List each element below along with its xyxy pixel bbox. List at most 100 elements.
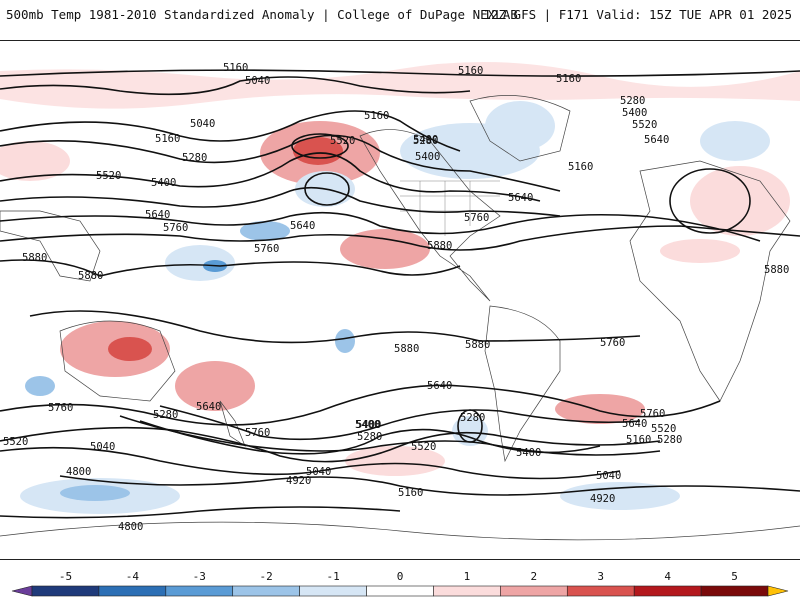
colorbar-tick-label: -4: [126, 570, 140, 583]
height-label: 5520: [651, 423, 676, 435]
height-label: 5640: [145, 209, 170, 221]
cool-anomaly-antarctic-east: [560, 482, 680, 510]
cool-anomaly-antarctic-core: [60, 485, 130, 501]
height-label: 5640: [508, 192, 533, 204]
contour-5520-alaska-low: [291, 133, 349, 159]
colorbar-tick-label: 4: [664, 570, 671, 583]
height-label: 5280: [620, 95, 645, 107]
height-label: 5160: [556, 73, 581, 85]
height-label: 5520: [96, 170, 121, 182]
height-label: 4800: [118, 521, 143, 533]
height-label: 5280: [460, 412, 485, 424]
cool-anomaly-south-atlantic: [452, 416, 488, 446]
contour-5760-south: [0, 384, 721, 426]
height-label: 5400: [355, 419, 380, 431]
contour-5040-north: [0, 76, 471, 96]
height-label: 5640: [427, 380, 452, 392]
height-label: 5040: [190, 118, 215, 130]
height-label: 5400: [622, 107, 647, 119]
colorbar-tick-label: -5: [59, 570, 72, 583]
warm-anomaly-tasman: [175, 361, 255, 411]
coastline-europe-africa: [629, 160, 791, 402]
contour-5880-subtropics: [0, 259, 461, 277]
colorbar-tick-label: 1: [464, 570, 471, 583]
contour-5640-south: [159, 405, 641, 441]
colorbar-swatch: [98, 585, 167, 597]
height-label: 4920: [590, 493, 615, 505]
anomaly-colorbar: -5 -4 -3 -2 -1 0 1 2 3 4 5: [0, 558, 800, 600]
height-label: 5640: [290, 220, 315, 232]
cool-anomaly-tropical-pacific: [335, 329, 355, 353]
strong-warm-anomaly-australia: [108, 337, 152, 361]
height-label: 5760: [254, 243, 279, 255]
height-label: 5880: [22, 252, 47, 264]
height-label: 5760: [48, 402, 73, 414]
colorbar-swatch: [366, 585, 434, 597]
contour-5400-pacific: [0, 152, 541, 202]
cool-anomaly-greenland: [485, 101, 555, 151]
height-label: 5160: [398, 487, 423, 499]
height-label: 5760: [600, 337, 625, 349]
height-label: 5640: [196, 401, 221, 413]
height-label: 5880: [764, 264, 789, 276]
height-label: 5040: [245, 75, 270, 87]
colorbar-tick-label: 0: [397, 570, 404, 583]
contour-labels: 5160 5040 5160 5160 5040 5160 5160 5280 …: [3, 62, 789, 533]
strong-warm-anomaly-alaska: [293, 137, 343, 165]
warm-anomaly-europe: [690, 166, 790, 236]
cool-anomaly-west-pacific: [165, 245, 235, 281]
colorbar-swatch: [299, 585, 367, 597]
height-label: 5280: [413, 135, 438, 147]
height-label: 5400: [356, 419, 381, 431]
colorbar-svg: -5 -4 -3 -2 -1 0 1 2 3 4 5: [11, 570, 789, 597]
map-canvas: 5160 5040 5160 5160 5040 5160 5160 5280 …: [0, 61, 800, 541]
height-label: 5280: [182, 152, 207, 164]
height-label: 5280: [657, 434, 682, 446]
warm-anomaly-south-atlantic: [555, 394, 645, 424]
colorbar-swatch: [700, 585, 769, 597]
height-label: 5280: [357, 431, 382, 443]
warm-anomaly-southern-ocean: [345, 446, 445, 476]
height-label: 5880: [394, 343, 419, 355]
contour-5040-south: [0, 446, 621, 480]
colorbar-tick-label: -1: [326, 570, 339, 583]
height-label: 4920: [286, 475, 311, 487]
contour-5280-south: [119, 415, 661, 456]
height-label: 5160: [626, 434, 651, 446]
contour-4920-south: [59, 475, 800, 496]
contour-5160-pacific: [0, 110, 461, 152]
contour-5640-pacific: [0, 211, 761, 242]
height-label: 5520: [3, 436, 28, 448]
contour-5520-pacific: [0, 186, 561, 217]
coastline-asia: [0, 210, 101, 282]
us-state-grid: [400, 180, 500, 236]
anomaly-map[interactable]: 5160 5040 5160 5160 5040 5160 5160 5280 …: [0, 40, 800, 560]
height-contours: [0, 69, 800, 519]
height-label: 5040: [306, 466, 331, 478]
cool-anomaly-central-pacific: [240, 221, 290, 241]
coastline-antarctica: [0, 521, 800, 541]
contour-5760-europe-low: [669, 168, 751, 234]
colorbar-swatch: [31, 585, 100, 597]
contour-4800-south: [0, 506, 401, 519]
height-label: 5160: [155, 133, 180, 145]
height-label: 5400: [413, 134, 438, 146]
height-label: 5760: [640, 408, 665, 420]
height-label: 5520: [411, 441, 436, 453]
contour-5280-pacific: [0, 134, 561, 192]
height-label: 5880: [465, 339, 490, 351]
height-label: 5520: [330, 135, 355, 147]
colorbar-tick-label: 5: [731, 570, 738, 583]
height-label: 5040: [90, 441, 115, 453]
height-label: 5640: [644, 134, 669, 146]
colorbar-tick-label: -2: [260, 570, 273, 583]
cool-anomaly-europe: [700, 121, 770, 161]
colorbar-tick-label: 3: [597, 570, 604, 583]
colorbar-swatch: [433, 585, 501, 597]
warm-anomaly-east-asia: [0, 141, 70, 181]
colorbar-swatch: [566, 585, 635, 597]
height-label: 5760: [245, 427, 270, 439]
contour-5640-pacific-low: [304, 172, 350, 206]
height-label: 5280: [153, 409, 178, 421]
colorbar-max-arrow: [767, 585, 789, 597]
